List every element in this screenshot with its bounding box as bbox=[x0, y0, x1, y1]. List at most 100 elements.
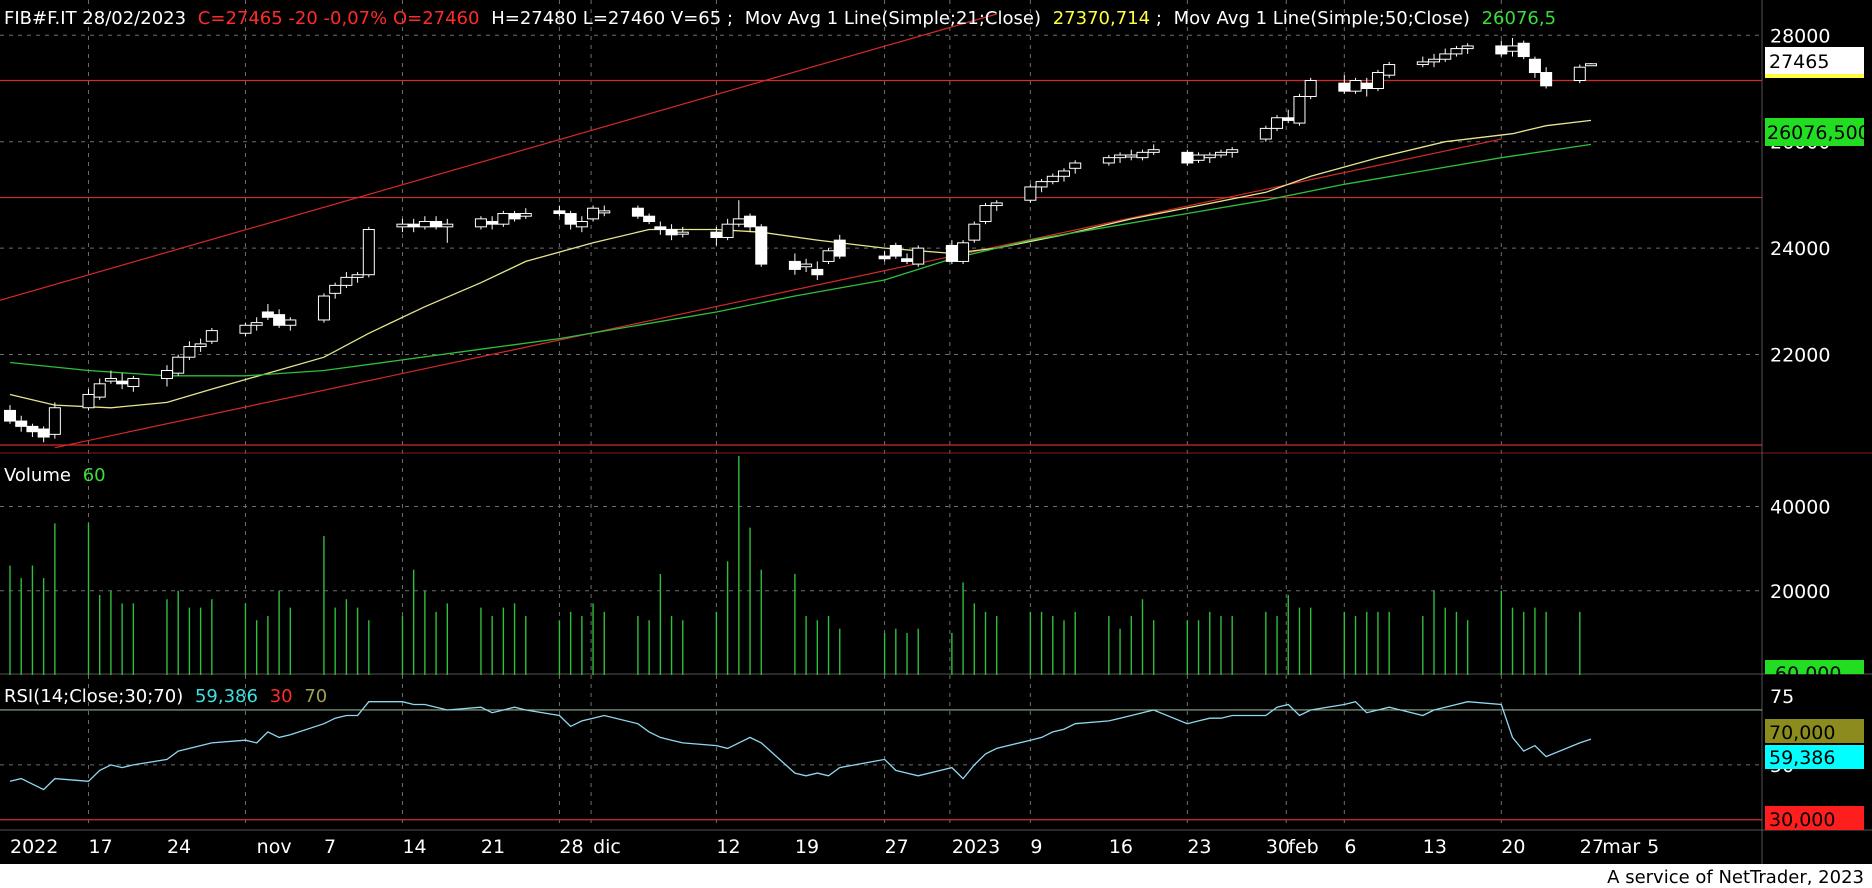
candle-down[interactable] bbox=[273, 314, 286, 326]
candle-up[interactable] bbox=[183, 346, 196, 358]
candle-up[interactable] bbox=[1136, 151, 1149, 159]
candle-up[interactable] bbox=[1035, 181, 1048, 188]
rsi-pane[interactable] bbox=[0, 700, 1762, 821]
volume-pane[interactable] bbox=[9, 456, 1592, 675]
candle-down[interactable] bbox=[407, 223, 420, 228]
candle-up[interactable] bbox=[1024, 186, 1037, 201]
candle-down[interactable] bbox=[744, 215, 757, 228]
candle-down[interactable] bbox=[486, 221, 499, 225]
candle-down[interactable] bbox=[37, 428, 50, 438]
candle-up[interactable] bbox=[1439, 53, 1452, 60]
candle-down[interactable] bbox=[710, 231, 723, 238]
candle-up[interactable] bbox=[979, 205, 992, 223]
candle-down[interactable] bbox=[901, 258, 914, 262]
candle-down[interactable] bbox=[1338, 82, 1351, 92]
candle-down[interactable] bbox=[643, 215, 656, 223]
candle-down[interactable] bbox=[833, 239, 846, 257]
candle-up[interactable] bbox=[250, 322, 263, 326]
candle-down[interactable] bbox=[1517, 42, 1530, 58]
candle-up[interactable] bbox=[351, 274, 364, 278]
candle-up[interactable] bbox=[721, 223, 734, 238]
candle-down[interactable] bbox=[1181, 151, 1194, 164]
candle-up[interactable] bbox=[474, 218, 487, 228]
candle-up[interactable] bbox=[1226, 149, 1239, 153]
candle-down[interactable] bbox=[261, 311, 274, 318]
candle-up[interactable] bbox=[362, 229, 375, 276]
candle-down[interactable] bbox=[665, 229, 678, 236]
candle-up[interactable] bbox=[1585, 63, 1597, 67]
candle-up[interactable] bbox=[396, 223, 409, 228]
candle-up[interactable] bbox=[239, 324, 252, 334]
candle-up[interactable] bbox=[172, 356, 185, 374]
candle-up[interactable] bbox=[205, 330, 218, 342]
candle-down[interactable] bbox=[1282, 117, 1295, 121]
candle-down[interactable] bbox=[788, 260, 801, 270]
candle-up[interactable] bbox=[1416, 61, 1429, 66]
candle-down[interactable] bbox=[1528, 58, 1541, 74]
candle-up[interactable] bbox=[575, 221, 588, 228]
candle-up[interactable] bbox=[912, 247, 925, 265]
candle-up[interactable] bbox=[676, 231, 689, 235]
candle-up[interactable] bbox=[1371, 72, 1384, 89]
candle-up[interactable] bbox=[497, 213, 510, 225]
candle-up[interactable] bbox=[800, 263, 813, 268]
candle-down[interactable] bbox=[631, 207, 644, 217]
candle-down[interactable] bbox=[889, 244, 902, 257]
candle-up[interactable] bbox=[1506, 45, 1519, 52]
candle-up[interactable] bbox=[104, 377, 117, 382]
candle-up[interactable] bbox=[968, 223, 981, 241]
candle-down[interactable] bbox=[26, 425, 39, 433]
candle-down[interactable] bbox=[1495, 45, 1508, 55]
candle-up[interactable] bbox=[822, 250, 835, 262]
candle-down[interactable] bbox=[654, 226, 667, 231]
candle-down[interactable] bbox=[755, 226, 768, 265]
candle-up[interactable] bbox=[160, 370, 173, 379]
candle-up[interactable] bbox=[1046, 175, 1059, 183]
trendline[interactable] bbox=[54, 138, 1502, 449]
candle-down[interactable] bbox=[15, 420, 28, 427]
candle-up[interactable] bbox=[329, 284, 342, 294]
candle-down[interactable] bbox=[811, 268, 824, 276]
trendline[interactable] bbox=[0, 13, 997, 320]
candle-up[interactable] bbox=[732, 218, 745, 225]
candle-down[interactable] bbox=[430, 221, 443, 228]
candle-up[interactable] bbox=[990, 202, 1003, 207]
candle-up[interactable] bbox=[957, 242, 970, 262]
candle-down[interactable] bbox=[878, 255, 891, 260]
candle-up[interactable] bbox=[340, 276, 353, 286]
candle-up[interactable] bbox=[1058, 170, 1070, 177]
candle-up[interactable] bbox=[519, 213, 532, 217]
candle-up[interactable] bbox=[1461, 45, 1474, 50]
candle-down[interactable] bbox=[553, 210, 566, 215]
candle-up[interactable] bbox=[587, 207, 600, 220]
candle-down[interactable] bbox=[945, 244, 958, 262]
candle-up[interactable] bbox=[48, 407, 61, 435]
candle-up[interactable] bbox=[1203, 154, 1216, 159]
candle-up[interactable] bbox=[1259, 127, 1272, 140]
candle-up[interactable] bbox=[1271, 117, 1284, 129]
candle-up[interactable] bbox=[1573, 66, 1586, 82]
candle-up[interactable] bbox=[82, 393, 95, 409]
candle-up[interactable] bbox=[93, 383, 106, 398]
candle-up[interactable] bbox=[194, 343, 207, 348]
candle-up[interactable] bbox=[598, 210, 611, 214]
rsi-line[interactable] bbox=[9, 700, 1592, 791]
candle-up[interactable] bbox=[1383, 64, 1396, 76]
candle-down[interactable] bbox=[564, 213, 577, 225]
candle-up[interactable] bbox=[1069, 162, 1082, 169]
candle-up[interactable] bbox=[418, 221, 431, 228]
candle-up[interactable] bbox=[1293, 95, 1306, 124]
candle-up[interactable] bbox=[1450, 48, 1463, 55]
candle-up[interactable] bbox=[1114, 154, 1127, 159]
candle-up[interactable] bbox=[1192, 154, 1205, 161]
candle-down[interactable] bbox=[4, 409, 16, 422]
candle-down[interactable] bbox=[1360, 82, 1373, 89]
candle-up[interactable] bbox=[1428, 58, 1441, 63]
candle-up[interactable] bbox=[1147, 149, 1160, 153]
candle-down[interactable] bbox=[1540, 72, 1553, 87]
candle-up[interactable] bbox=[1214, 151, 1227, 156]
candle-up[interactable] bbox=[284, 319, 297, 326]
candle-up[interactable] bbox=[1349, 80, 1362, 92]
candle-up[interactable] bbox=[127, 377, 140, 387]
